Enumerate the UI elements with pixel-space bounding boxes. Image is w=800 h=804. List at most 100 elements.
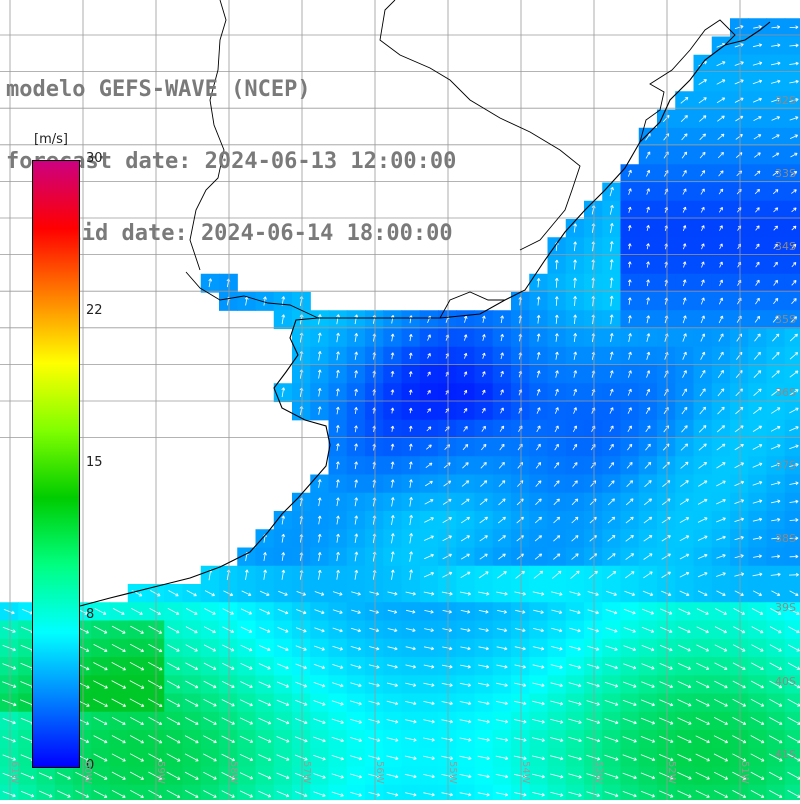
wind-cell — [164, 785, 183, 800]
wind-cell — [785, 219, 800, 238]
wind-cell — [767, 128, 786, 147]
wind-cell — [146, 785, 165, 800]
wind-cell — [767, 329, 786, 348]
wind-cell — [584, 493, 603, 512]
colorbar — [32, 160, 80, 768]
wind-cell — [712, 201, 731, 220]
wind-cell — [639, 456, 658, 475]
lat-label: 37S — [775, 459, 796, 472]
wind-cell — [529, 420, 548, 439]
lat-label: 41S — [775, 748, 796, 761]
wind-cell — [621, 493, 640, 512]
wind-cell — [475, 511, 494, 530]
wind-cell — [73, 785, 92, 800]
colorbar-tick-15: 15 — [86, 455, 103, 470]
wind-cell — [456, 511, 475, 530]
wind-cell — [694, 201, 713, 220]
wind-cell — [420, 438, 439, 457]
wind-cell — [748, 785, 767, 800]
wind-cell — [657, 365, 676, 384]
wind-cell — [438, 402, 457, 421]
wind-cell — [748, 183, 767, 202]
wind-cell — [475, 456, 494, 475]
wind-cell — [785, 767, 800, 786]
wind-cell — [456, 548, 475, 567]
wind-cell — [548, 548, 567, 567]
wind-cell — [675, 475, 694, 494]
wind-cell — [18, 785, 37, 800]
wind-cell — [785, 292, 800, 311]
wind-cell — [694, 164, 713, 183]
wind-cell — [712, 438, 731, 457]
wind-cell — [548, 511, 567, 530]
wind-cell — [675, 438, 694, 457]
wind-cell — [785, 712, 800, 731]
wind-cell — [438, 548, 457, 567]
wind-cell — [493, 566, 512, 585]
wind-cell — [785, 329, 800, 348]
wind-cell — [730, 55, 749, 74]
lat-label: 38S — [775, 532, 796, 545]
wind-cell — [128, 785, 147, 800]
wind-cell — [730, 91, 749, 110]
wind-cell — [694, 256, 713, 275]
wind-cell — [511, 511, 530, 530]
wind-cell — [730, 785, 749, 800]
wind-cell — [529, 475, 548, 494]
wind-cell — [438, 785, 457, 800]
wind-cell — [767, 201, 786, 220]
wind-cell — [529, 493, 548, 512]
wind-cell — [456, 785, 475, 800]
wind-cell — [694, 146, 713, 165]
wind-cell — [785, 402, 800, 421]
wind-cell — [55, 785, 74, 800]
wind-cell — [748, 128, 767, 147]
wind-cell — [657, 402, 676, 421]
wind-cell — [639, 566, 658, 585]
wind-cell — [675, 329, 694, 348]
wind-cell — [420, 785, 439, 800]
wind-cell — [602, 456, 621, 475]
wind-cell — [475, 548, 494, 567]
wind-cell — [712, 566, 731, 585]
wind-cell — [621, 438, 640, 457]
wind-cell — [0, 785, 19, 800]
wind-cell — [730, 237, 749, 256]
wind-cell — [767, 785, 786, 800]
wind-cell — [475, 493, 494, 512]
wind-cell — [511, 529, 530, 548]
wind-cell — [675, 529, 694, 548]
wind-cell — [511, 420, 530, 439]
colorbar-tick-22: 22 — [86, 303, 103, 318]
wind-cell — [566, 402, 585, 421]
wind-cell — [748, 91, 767, 110]
wind-cell — [675, 383, 694, 402]
wind-cell — [657, 383, 676, 402]
lon-label: 57W — [301, 761, 312, 784]
wind-cell — [675, 164, 694, 183]
wind-cell — [694, 183, 713, 202]
wind-cell — [675, 91, 694, 110]
lon-label: 55W — [447, 761, 458, 784]
wind-cell — [529, 438, 548, 457]
wind-cell — [712, 310, 731, 329]
wind-cell — [730, 274, 749, 293]
wind-cell — [420, 420, 439, 439]
wind-cell — [584, 438, 603, 457]
wind-cell — [420, 402, 439, 421]
wind-cell — [730, 73, 749, 92]
wind-cell — [529, 383, 548, 402]
wind-cell — [730, 201, 749, 220]
wind-cell — [511, 402, 530, 421]
wind-cell — [219, 785, 238, 800]
wind-cell — [748, 402, 767, 421]
wind-cell — [438, 456, 457, 475]
wind-cell — [475, 475, 494, 494]
wind-cell — [712, 493, 731, 512]
wind-cell — [694, 365, 713, 384]
wind-cell — [493, 383, 512, 402]
wind-cell — [675, 402, 694, 421]
wind-cell — [657, 438, 676, 457]
wind-cell — [657, 110, 676, 129]
wind-cell — [675, 493, 694, 512]
